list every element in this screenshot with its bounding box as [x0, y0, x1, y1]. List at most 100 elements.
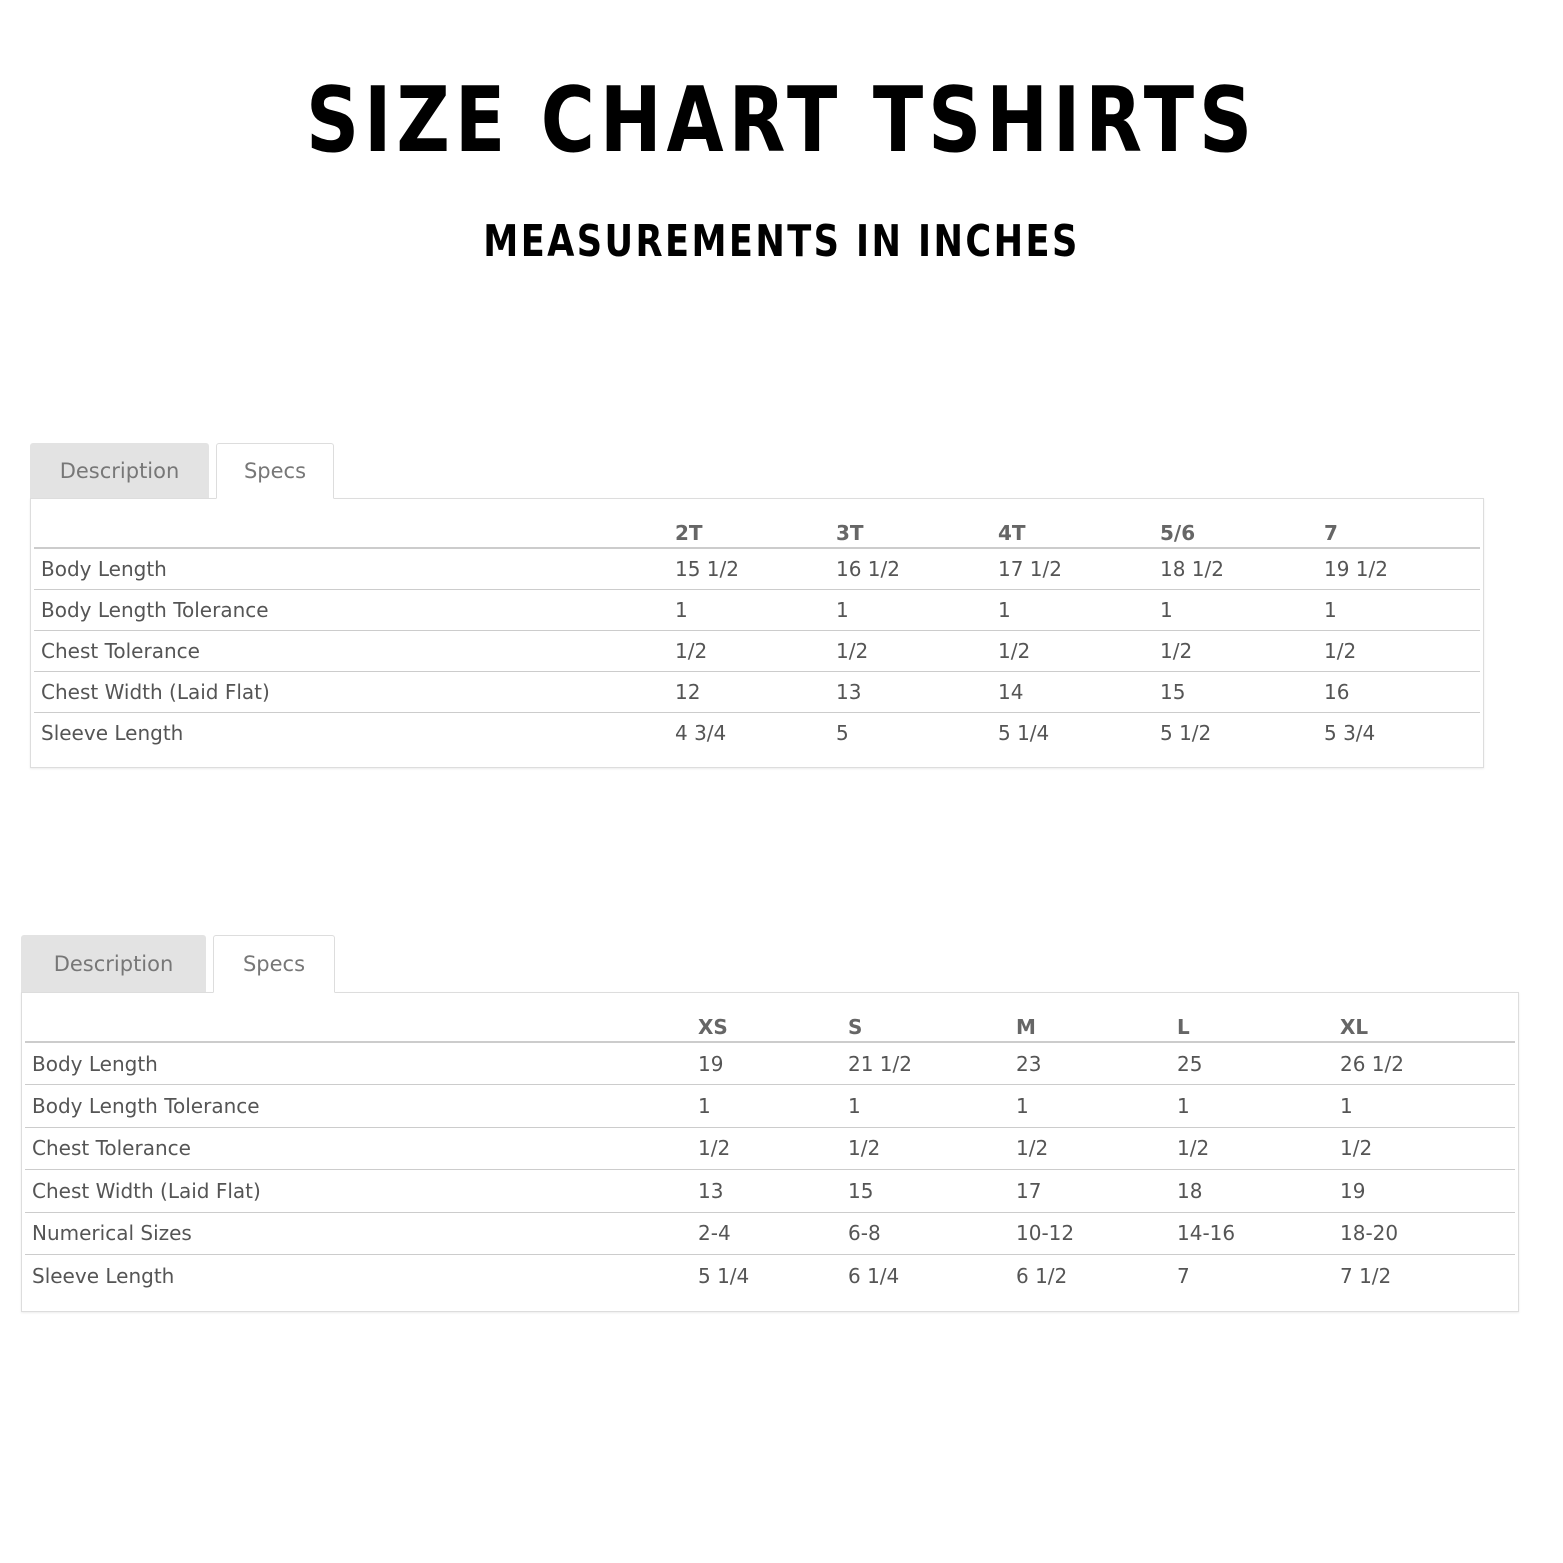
table-cell: 1/2	[1013, 1127, 1174, 1170]
table-cell: 5 3/4	[1324, 720, 1376, 745]
table-cell: 6 1/2	[1016, 1264, 1068, 1288]
table-cell: 1/2	[833, 630, 995, 672]
table-cell: 6 1/4	[848, 1264, 900, 1288]
kids-size-table-block: Description Specs 2T 3T 4T 5/6 7 Body Length…	[30, 443, 1484, 768]
table-cell: 1	[1013, 1084, 1174, 1128]
table-cell: 2-4	[695, 1212, 845, 1255]
table-cell: 17 1/2	[995, 548, 1157, 590]
page-subtitle: MEASUREMENTS IN INCHES	[483, 216, 1080, 267]
row-label: Chest Width (Laid Flat)	[25, 1169, 695, 1213]
table-cell: 1/2	[1337, 1127, 1426, 1170]
table-cell: 1	[672, 589, 833, 631]
table-cell: 1	[833, 589, 995, 631]
table-cell: 15	[1157, 671, 1321, 713]
table-cell: 18 1/2	[1157, 548, 1321, 590]
table-cell: 1	[1321, 589, 1401, 631]
table-cell: 1	[1337, 1084, 1426, 1128]
table-row: Body Length 19 21 1/2 23 25 26 1/2	[25, 1042, 1515, 1085]
column-header: 5/6	[1157, 503, 1321, 549]
table-row: Chest Width (Laid Flat) 12 13 14 15 16	[34, 671, 1480, 713]
table-row: Numerical Sizes 2-4 6-8 10-12 14-16 18-20	[25, 1212, 1515, 1255]
table-cell: 17	[1013, 1169, 1174, 1213]
table-cell: 1	[845, 1084, 1013, 1128]
table-cell: 14	[995, 671, 1157, 713]
row-label: Chest Tolerance	[34, 630, 672, 672]
table-cell: 1/2	[845, 1127, 1013, 1170]
table-cell: 19	[695, 1042, 845, 1085]
header-blank	[34, 503, 672, 549]
table-cell: 19	[1337, 1169, 1426, 1213]
row-label: Body Length Tolerance	[34, 589, 672, 631]
table-cell: 1	[995, 589, 1157, 631]
adult-size-table-block: Description Specs XS S M L XL Body Length 19 2…	[21, 935, 1519, 1312]
header-row: 2T 3T 4T 5/6 7	[34, 503, 1480, 549]
row-label: Sleeve Length	[41, 720, 184, 745]
table-cell: 5 1/4	[998, 720, 1050, 745]
column-header: 4T	[995, 503, 1157, 549]
table-cell: 25	[1174, 1042, 1337, 1085]
table-cell: 1	[695, 1084, 845, 1128]
column-header: 2T	[672, 503, 833, 549]
tab-description[interactable]: Description	[21, 935, 206, 992]
column-header: 7	[1321, 503, 1401, 549]
tab-bar: Description Specs	[21, 935, 1519, 993]
table-cell: 1	[1174, 1084, 1337, 1128]
table-cell: 7 1/2	[1340, 1264, 1392, 1288]
table-row: Body Length Tolerance 1 1 1 1 1	[34, 589, 1480, 631]
table-cell: 23	[1013, 1042, 1174, 1085]
row-label: Chest Width (Laid Flat)	[34, 671, 672, 713]
table-cell: 5	[836, 720, 849, 745]
column-header: M	[1013, 997, 1174, 1043]
column-header: L	[1174, 997, 1337, 1043]
row-label: Body Length Tolerance	[25, 1084, 695, 1128]
adult-size-table: XS S M L XL Body Length 19 21 1/2 23 25 26 1/2 Bod…	[25, 997, 1515, 1297]
tab-bar: Description Specs	[30, 443, 1484, 499]
table-cell: 15	[845, 1169, 1013, 1213]
table-cell: 18-20	[1337, 1212, 1426, 1255]
table-cell: 21 1/2	[845, 1042, 1013, 1085]
column-header: XL	[1337, 997, 1426, 1043]
table-cell: 12	[672, 671, 833, 713]
table-cell: 1/2	[695, 1127, 845, 1170]
table-cell: 16	[1321, 671, 1401, 713]
column-header: S	[845, 997, 1013, 1043]
row-label: Numerical Sizes	[25, 1212, 695, 1255]
table-cell: 1	[1157, 589, 1321, 631]
table-cell: 1/2	[672, 630, 833, 672]
row-label: Body Length	[25, 1042, 695, 1085]
table-cell: 16 1/2	[833, 548, 995, 590]
table-cell: 1/2	[1157, 630, 1321, 672]
header-blank	[25, 997, 695, 1043]
kids-size-table: 2T 3T 4T 5/6 7 Body Length 15 1/2 16 1/2 17 1/2…	[34, 503, 1480, 753]
column-header: XS	[695, 997, 845, 1043]
table-cell: 13	[833, 671, 995, 713]
table-cell: 13	[695, 1169, 845, 1213]
row-label: Body Length	[34, 548, 672, 590]
table-cell: 7	[1177, 1264, 1190, 1288]
table-cell: 1/2	[1321, 630, 1401, 672]
table-row: Body Length 15 1/2 16 1/2 17 1/2 18 1/2 19 1/…	[34, 548, 1480, 590]
table-row: Chest Tolerance 1/2 1/2 1/2 1/2 1/2	[25, 1127, 1515, 1170]
tab-specs[interactable]: Specs	[213, 935, 335, 993]
table-row: Chest Width (Laid Flat) 13 15 17 18 19	[25, 1169, 1515, 1213]
table-cell: 4 3/4	[675, 720, 727, 745]
row-label: Sleeve Length	[32, 1264, 175, 1288]
column-header: 3T	[833, 503, 995, 549]
table-cell: 6-8	[845, 1212, 1013, 1255]
table-cell: 1/2	[1174, 1127, 1337, 1170]
table-cell: 1/2	[995, 630, 1157, 672]
specs-panel: 2T 3T 4T 5/6 7 Body Length 15 1/2 16 1/2 17 1/2…	[30, 498, 1484, 768]
table-row: Chest Tolerance 1/2 1/2 1/2 1/2 1/2	[34, 630, 1480, 672]
tab-description[interactable]: Description	[30, 443, 209, 498]
table-cell: 19 1/2	[1321, 548, 1401, 590]
table-cell: 26 1/2	[1337, 1042, 1426, 1085]
table-row: Sleeve Length 4 3/4 5 5 1/4 5 1/2 5 3/4	[34, 712, 1480, 753]
table-cell: 18	[1174, 1169, 1337, 1213]
tab-specs[interactable]: Specs	[216, 443, 334, 499]
row-label: Chest Tolerance	[25, 1127, 695, 1170]
table-row: Body Length Tolerance 1 1 1 1 1	[25, 1084, 1515, 1128]
table-cell: 10-12	[1013, 1212, 1174, 1255]
header-row: XS S M L XL	[25, 997, 1515, 1043]
table-cell: 5 1/4	[698, 1264, 750, 1288]
table-cell: 15 1/2	[672, 548, 833, 590]
